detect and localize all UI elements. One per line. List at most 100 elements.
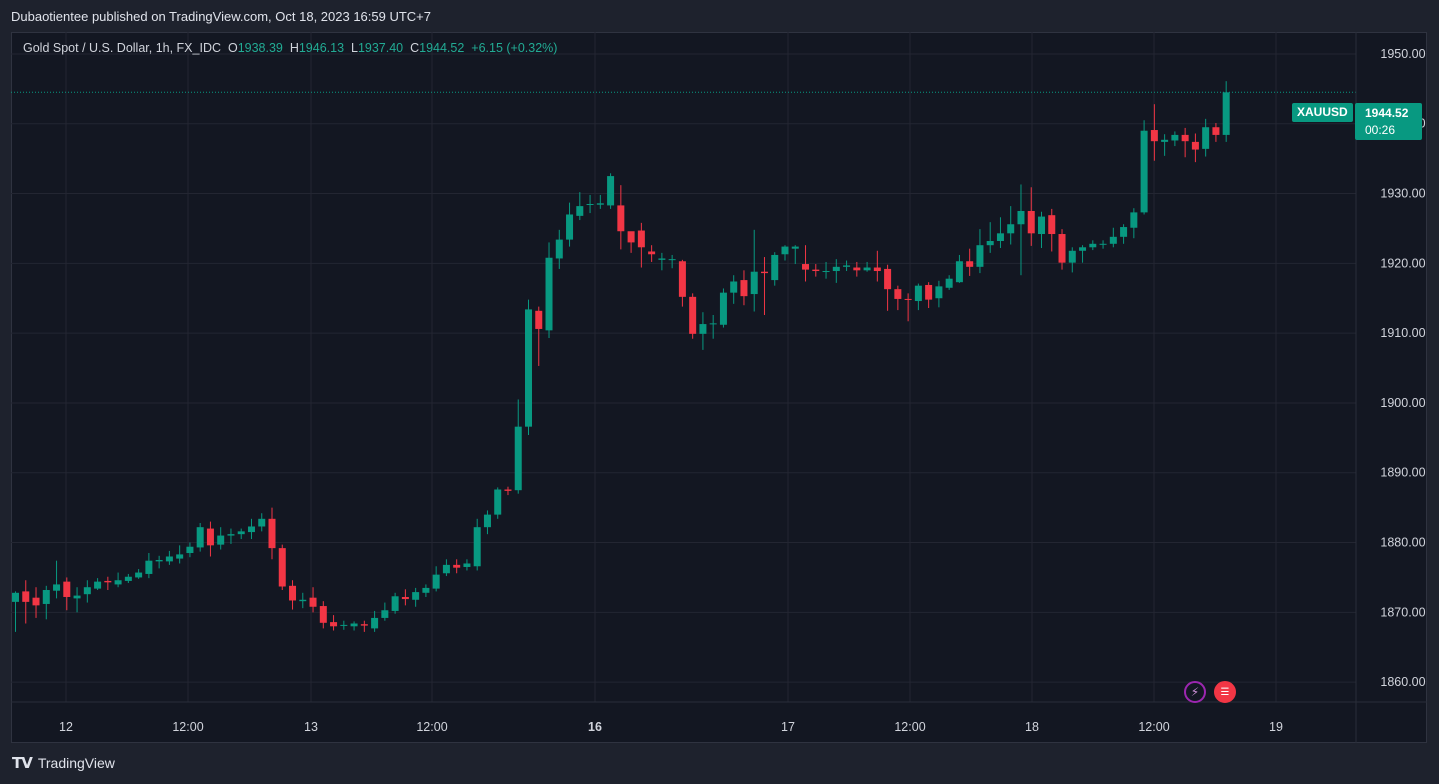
y-tick-label: 1910.00 [1380, 326, 1425, 340]
candle-body [1222, 92, 1230, 135]
chart-legend: Gold Spot / U.S. Dollar, 1h, FX_IDC O193… [23, 41, 557, 55]
x-tick-label: 12:00 [416, 720, 447, 734]
candle-body [299, 599, 307, 602]
lightning-icon[interactable]: ⚡ [1184, 681, 1206, 703]
candle [1150, 104, 1158, 161]
candle-body [1027, 210, 1035, 234]
candle [945, 275, 953, 290]
candle [227, 528, 235, 544]
candle [873, 250, 881, 282]
candle-body [771, 254, 779, 281]
candle-body [719, 292, 727, 325]
candle [186, 542, 194, 558]
tradingview-logo[interactable]: 𝗧𝗩 TradingView [12, 754, 115, 772]
candle [832, 259, 840, 283]
candle [83, 580, 91, 603]
us-flag-icon[interactable]: ☰ [1214, 681, 1236, 703]
candle [678, 259, 686, 307]
candle-body [83, 587, 91, 595]
candle [237, 528, 245, 540]
tradingview-brand: TradingView [37, 755, 115, 771]
candle-body [566, 214, 574, 240]
candle [1079, 245, 1087, 263]
footer: 𝗧𝗩 TradingView [0, 743, 1439, 784]
candle [658, 252, 666, 271]
candle-body [617, 205, 625, 232]
candle-body [914, 285, 922, 302]
candle-body [114, 580, 122, 585]
y-tick-label: 1900.00 [1380, 396, 1425, 410]
price-badge-value: 1944.52 [1365, 106, 1409, 120]
legend-high-label: H [289, 41, 299, 55]
candle [853, 261, 861, 277]
x-tick-label: 12 [59, 720, 73, 734]
candle-body [227, 534, 235, 536]
candle [309, 587, 317, 613]
candle [299, 592, 307, 609]
candle [1212, 123, 1220, 142]
candle [1181, 127, 1189, 158]
candle-body [1058, 234, 1066, 263]
candle [1171, 131, 1179, 147]
candle-body [966, 261, 974, 267]
y-tick-label: 1930.00 [1380, 187, 1425, 201]
candle-body [658, 258, 666, 260]
candle [176, 545, 184, 564]
x-tick-label: 12:00 [894, 720, 925, 734]
candle-body [1202, 127, 1210, 149]
candle [494, 487, 502, 519]
legend-high-value: 1946.13 [298, 41, 345, 55]
candle-body [145, 560, 153, 574]
candle-body [504, 489, 512, 491]
candle-body [545, 257, 553, 331]
candle-body [678, 261, 686, 297]
candle-body [124, 576, 132, 581]
y-tick-label: 1950.00 [1380, 47, 1425, 61]
candlestick-chart[interactable]: 1950.001940.001930.001920.001910.001900.… [11, 32, 1427, 743]
candle-body [176, 554, 184, 559]
candle [904, 293, 912, 322]
candle-body [1120, 227, 1128, 237]
candle-body [760, 271, 768, 274]
x-tick-label: 12:00 [1138, 720, 1169, 734]
candle [555, 229, 563, 269]
candle [483, 510, 491, 535]
candle-body [1161, 139, 1169, 142]
candle-body [278, 548, 286, 587]
candle-body [401, 596, 409, 600]
legend-open-label: O [227, 41, 238, 55]
candle-body [391, 596, 399, 611]
candle [473, 518, 481, 571]
candle [699, 312, 707, 350]
candle-body [873, 267, 881, 272]
candle [330, 615, 338, 631]
candle [1027, 187, 1035, 246]
candle [12, 591, 19, 632]
candles [12, 81, 1230, 632]
candle-body [637, 230, 645, 248]
candle [617, 185, 625, 250]
candle-body [976, 245, 984, 267]
tradingview-logo-icon: 𝗧𝗩 [12, 754, 33, 772]
grid-lines [11, 32, 1356, 702]
candle [791, 245, 799, 265]
candle-body [494, 489, 502, 515]
candle-body [1079, 247, 1087, 251]
candle-body [802, 264, 810, 270]
candle-body [525, 309, 532, 427]
candle-body [904, 298, 912, 300]
x-tick-label: 16 [588, 720, 602, 734]
candle [453, 559, 461, 574]
candle [1007, 206, 1015, 245]
candle-body [863, 267, 871, 271]
candle-body [217, 535, 225, 545]
candle-body [206, 528, 214, 546]
y-tick-label: 1860.00 [1380, 675, 1425, 689]
candle [422, 584, 430, 597]
candle [155, 555, 163, 569]
candle-body [247, 526, 255, 533]
candle-body [555, 239, 563, 259]
candle [771, 252, 779, 286]
candle-body [689, 296, 697, 334]
candle [135, 569, 143, 579]
